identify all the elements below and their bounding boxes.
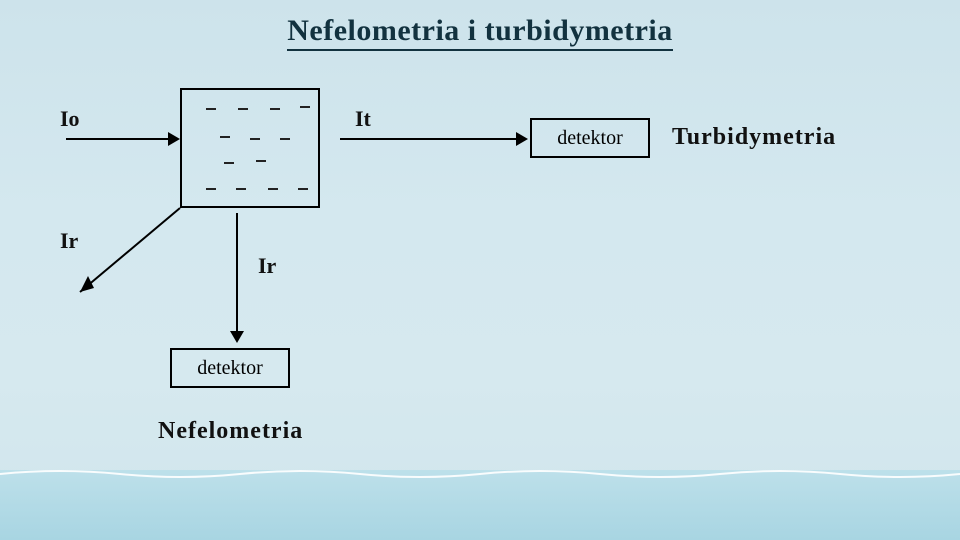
label-nefelometria: Nefelometria — [158, 418, 303, 445]
arrow-it-line — [340, 138, 518, 140]
detektor-bottom-box: detektor — [170, 348, 290, 388]
label-it: It — [355, 106, 371, 132]
particle — [224, 162, 234, 164]
title-text: Nefelometria i turbidymetria — [287, 14, 673, 51]
slide-title: Nefelometria i turbidymetria — [0, 14, 960, 48]
particle — [250, 138, 260, 140]
particle — [256, 160, 266, 162]
particle — [268, 188, 278, 190]
detektor-bottom-text: detektor — [197, 357, 263, 380]
arrow-io-line — [66, 138, 170, 140]
arrow-ir-diag — [60, 198, 190, 308]
particle — [300, 106, 310, 108]
sample-box — [180, 88, 320, 208]
particle — [206, 188, 216, 190]
water-band — [0, 470, 960, 540]
particles — [188, 96, 312, 200]
particle — [206, 108, 216, 110]
arrow-ir-down-line — [236, 213, 238, 333]
diagram-area: Io It detektor Turbidymetria Ir Ir detek… — [60, 78, 900, 478]
particle — [280, 138, 290, 140]
label-io: Io — [60, 106, 80, 132]
particle — [238, 108, 248, 110]
particle — [298, 188, 308, 190]
particle — [236, 188, 246, 190]
label-ir-down: Ir — [258, 253, 276, 279]
particle — [220, 136, 230, 138]
detektor-right-text: detektor — [557, 127, 623, 150]
particle — [270, 108, 280, 110]
arrow-ir-down-head — [230, 331, 244, 343]
detektor-right-box: detektor — [530, 118, 650, 158]
label-turbidymetria: Turbidymetria — [672, 124, 836, 151]
arrow-it-head — [516, 132, 528, 146]
arrow-io-head — [168, 132, 180, 146]
